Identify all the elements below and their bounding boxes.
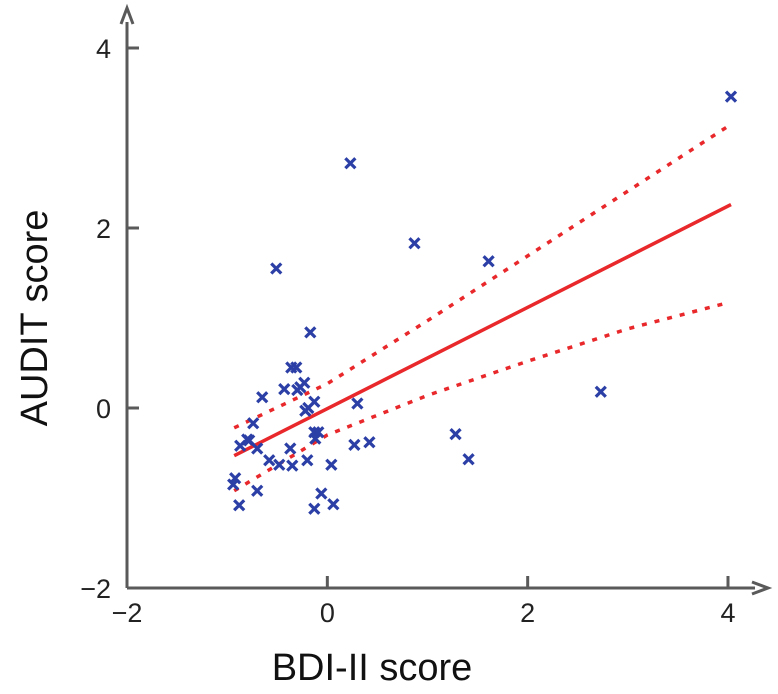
regression-line: [233, 203, 732, 458]
data-point: [308, 502, 321, 515]
axes: [119, 3, 773, 596]
fit-lines: [233, 124, 732, 493]
data-point: [325, 458, 338, 471]
data-point: [344, 157, 357, 170]
data-point: [594, 385, 607, 398]
data-point: [227, 478, 240, 491]
x-tick-label: 0: [320, 598, 335, 628]
ticks: [127, 46, 730, 588]
upper-confidence-line: [233, 124, 729, 430]
data-point: [301, 454, 314, 467]
data-point: [263, 454, 276, 467]
x-tick-label: 4: [720, 598, 735, 628]
lower-confidence-line: [233, 301, 729, 493]
data-point: [284, 442, 297, 455]
data-point: [363, 436, 376, 449]
data-point: [312, 426, 325, 439]
y-axis-title: AUDIT score: [14, 210, 56, 427]
y-tick-label: 2: [96, 214, 111, 244]
x-axis-title: BDI-II score: [272, 647, 473, 689]
data-point: [308, 395, 321, 408]
data-point: [256, 391, 269, 404]
data-point: [286, 459, 299, 472]
data-point: [290, 361, 303, 374]
data-point: [724, 90, 738, 103]
data-point: [247, 417, 260, 430]
data-point: [251, 484, 264, 497]
data-point: [348, 438, 361, 452]
data-point: [462, 453, 475, 466]
y-tick-label: 0: [96, 394, 111, 424]
x-tick-label: −2: [112, 598, 143, 628]
data-point: [351, 397, 364, 410]
x-tick-label: 2: [520, 598, 535, 628]
y-tick-label: −2: [80, 574, 111, 604]
data-point: [298, 376, 311, 389]
data-point: [304, 326, 317, 339]
data-point: [270, 262, 283, 275]
y-tick-label: 4: [96, 34, 111, 64]
y-axis-arrowhead: [119, 3, 135, 25]
data-point: [315, 487, 328, 500]
data-point: [273, 458, 286, 471]
x-axis-arrowhead: [751, 580, 773, 596]
tick-labels: −2 0 2 4 −2 0 2 4: [80, 34, 735, 628]
data-points: [227, 90, 738, 515]
data-point: [251, 442, 264, 455]
data-point: [327, 498, 340, 511]
data-point: [278, 382, 291, 396]
data-point: [309, 432, 322, 445]
data-point: [482, 255, 495, 268]
data-point: [449, 427, 462, 441]
data-point: [233, 499, 246, 512]
data-point: [408, 237, 421, 250]
